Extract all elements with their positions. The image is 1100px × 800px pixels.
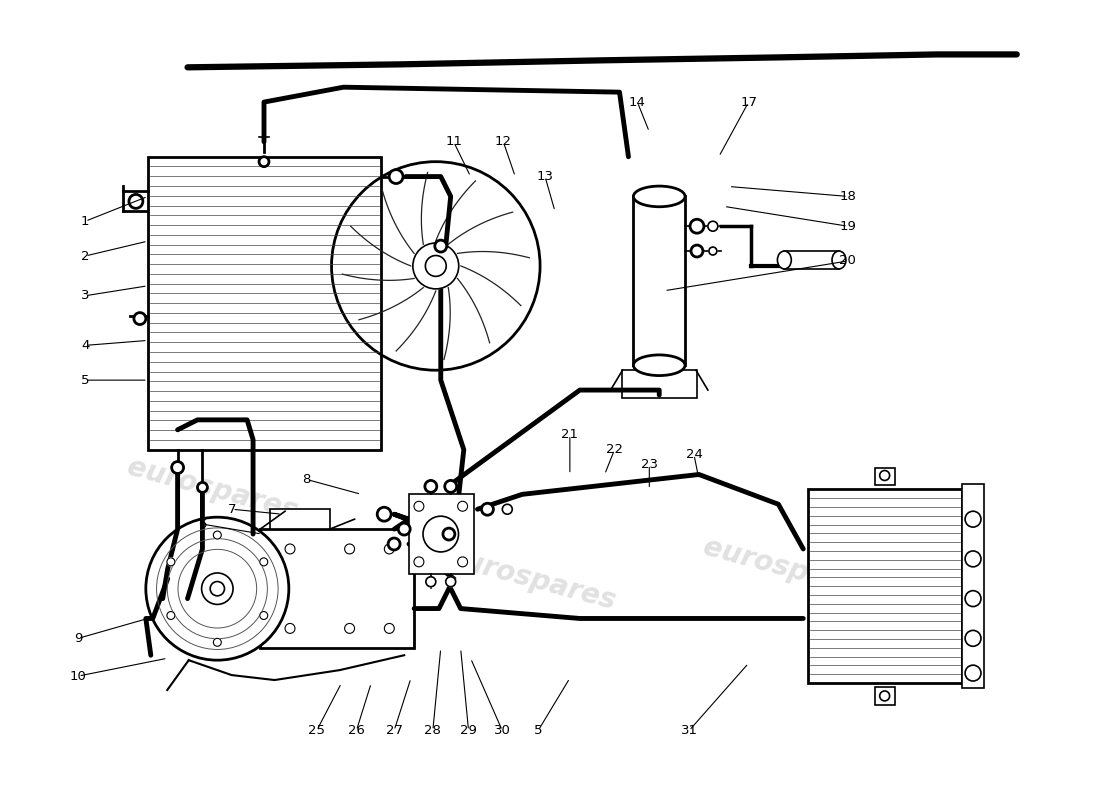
Circle shape xyxy=(201,573,233,605)
Text: 14: 14 xyxy=(629,95,646,109)
Circle shape xyxy=(965,511,981,527)
Text: 24: 24 xyxy=(685,448,703,461)
Bar xyxy=(634,197,685,366)
Circle shape xyxy=(458,502,468,511)
Ellipse shape xyxy=(778,251,791,269)
Text: 6: 6 xyxy=(198,518,207,530)
Circle shape xyxy=(344,544,354,554)
Bar xyxy=(784,251,839,269)
Circle shape xyxy=(398,523,410,535)
Circle shape xyxy=(434,240,447,252)
Circle shape xyxy=(691,245,703,257)
Ellipse shape xyxy=(424,516,459,552)
Circle shape xyxy=(458,557,468,567)
Circle shape xyxy=(331,162,540,370)
Text: 17: 17 xyxy=(740,95,757,109)
Circle shape xyxy=(414,557,424,567)
Ellipse shape xyxy=(832,251,846,269)
Text: 8: 8 xyxy=(302,473,311,486)
Circle shape xyxy=(482,503,494,515)
Circle shape xyxy=(443,528,455,540)
Text: 28: 28 xyxy=(425,724,441,737)
Circle shape xyxy=(503,504,513,514)
Text: 1: 1 xyxy=(81,214,89,228)
Circle shape xyxy=(965,590,981,606)
Circle shape xyxy=(414,502,424,511)
Circle shape xyxy=(260,611,267,619)
Text: 31: 31 xyxy=(681,724,697,737)
Text: 7: 7 xyxy=(228,502,236,516)
Circle shape xyxy=(388,538,400,550)
Circle shape xyxy=(708,247,717,255)
Text: 18: 18 xyxy=(839,190,857,203)
Text: 29: 29 xyxy=(460,724,477,737)
Circle shape xyxy=(446,577,455,586)
Bar xyxy=(271,510,330,529)
Circle shape xyxy=(377,507,392,521)
Circle shape xyxy=(258,157,270,166)
Circle shape xyxy=(384,623,394,634)
Circle shape xyxy=(412,243,459,289)
Circle shape xyxy=(285,544,295,554)
Circle shape xyxy=(425,481,437,492)
Circle shape xyxy=(344,623,354,634)
Text: 5: 5 xyxy=(81,374,89,386)
Circle shape xyxy=(426,255,447,276)
Circle shape xyxy=(134,313,146,325)
Circle shape xyxy=(172,462,184,474)
Text: 20: 20 xyxy=(839,254,857,267)
Circle shape xyxy=(167,611,175,619)
Text: 9: 9 xyxy=(74,632,82,645)
Circle shape xyxy=(965,630,981,646)
Text: 27: 27 xyxy=(386,724,403,737)
Text: 26: 26 xyxy=(348,724,365,737)
Circle shape xyxy=(146,517,289,660)
Circle shape xyxy=(384,544,394,554)
Bar xyxy=(962,485,984,688)
Circle shape xyxy=(708,222,718,231)
Text: 12: 12 xyxy=(495,135,512,148)
Circle shape xyxy=(213,638,221,646)
Circle shape xyxy=(965,665,981,681)
Text: 23: 23 xyxy=(641,458,658,471)
Text: 3: 3 xyxy=(81,290,89,302)
Bar xyxy=(409,494,473,574)
Text: eurospares: eurospares xyxy=(700,533,877,605)
Text: 19: 19 xyxy=(839,220,857,233)
Circle shape xyxy=(426,577,436,586)
Bar xyxy=(874,687,894,705)
Circle shape xyxy=(213,531,221,539)
Bar xyxy=(808,490,962,683)
Circle shape xyxy=(444,481,456,492)
Text: 25: 25 xyxy=(308,724,326,737)
Circle shape xyxy=(129,194,143,208)
Circle shape xyxy=(198,482,208,492)
Circle shape xyxy=(167,558,175,566)
Ellipse shape xyxy=(634,186,685,206)
Circle shape xyxy=(285,623,295,634)
Text: 21: 21 xyxy=(561,428,579,442)
Bar xyxy=(147,157,382,450)
Text: 30: 30 xyxy=(494,724,510,737)
Text: 4: 4 xyxy=(81,339,89,352)
Text: 11: 11 xyxy=(446,135,462,148)
Circle shape xyxy=(690,219,704,233)
Circle shape xyxy=(965,551,981,567)
Bar xyxy=(261,529,414,648)
Ellipse shape xyxy=(634,355,685,375)
Text: 2: 2 xyxy=(81,250,89,262)
Circle shape xyxy=(389,170,403,183)
Bar xyxy=(623,370,697,398)
Text: eurospares: eurospares xyxy=(442,542,618,615)
Text: 5: 5 xyxy=(534,724,542,737)
Bar xyxy=(874,467,894,486)
Circle shape xyxy=(210,582,224,596)
Text: eurospares: eurospares xyxy=(124,453,300,526)
Text: 22: 22 xyxy=(606,443,623,456)
Circle shape xyxy=(260,558,267,566)
Text: 10: 10 xyxy=(70,670,87,682)
Text: 13: 13 xyxy=(537,170,553,183)
